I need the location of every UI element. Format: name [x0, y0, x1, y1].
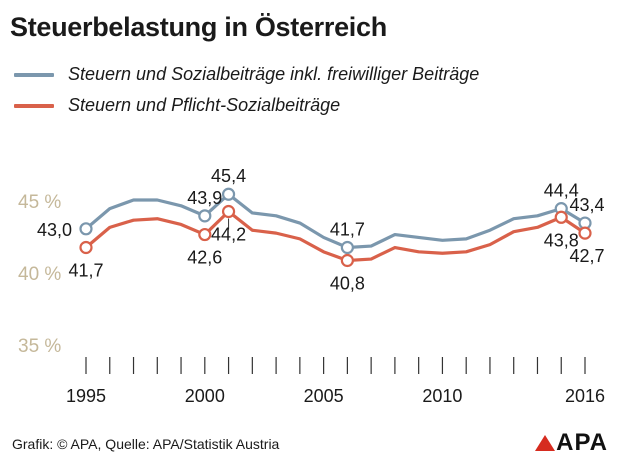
data-point-marker	[554, 210, 568, 224]
data-label: 45,4	[211, 166, 246, 186]
data-label: 43,0	[37, 220, 72, 240]
data-label: 41,7	[330, 220, 365, 240]
x-tick-label: 2016	[565, 386, 605, 406]
x-tick-label: 2005	[304, 386, 344, 406]
data-point-marker	[79, 240, 93, 255]
data-point-marker	[79, 222, 93, 236]
data-point-marker	[221, 204, 236, 219]
data-point-marker	[340, 253, 354, 268]
apa-logo: APA	[534, 429, 608, 457]
data-label: 42,6	[187, 248, 222, 268]
legend-item-voluntary: Steuern und Sozialbeiträge inkl. freiwil…	[14, 64, 479, 85]
chart-title: Steuerbelastung in Österreich	[10, 12, 387, 42]
data-label: 44,2	[211, 225, 246, 245]
data-label: 43,4	[569, 195, 604, 215]
series-line-voluntary	[84, 192, 587, 250]
data-point-marker	[340, 240, 354, 255]
data-label: 42,7	[569, 246, 604, 266]
data-label: 43,9	[187, 188, 222, 208]
series-line-mandatory	[84, 209, 587, 263]
legend-label-mandatory: Steuern und Pflicht-Sozialbeiträge	[68, 95, 341, 115]
y-tick-label: 45 %	[18, 192, 61, 213]
data-point-marker	[578, 226, 592, 240]
data-label: 41,7	[68, 261, 103, 281]
x-tick-label: 2000	[185, 386, 225, 406]
x-tick-label: 2010	[422, 386, 462, 406]
y-tick-label: 40 %	[18, 264, 61, 285]
data-point-marker	[198, 227, 212, 242]
data-label: 40,8	[330, 273, 365, 293]
apa-logo-triangle-icon	[535, 435, 556, 451]
data-label: 44,4	[544, 181, 579, 201]
y-tick-label: 35 %	[18, 336, 61, 357]
legend-swatch-voluntary	[14, 72, 54, 77]
legend-item-mandatory: Steuern und Pflicht-Sozialbeiträge	[14, 95, 340, 116]
data-label: 43,8	[544, 230, 579, 250]
x-tick-label: 1995	[66, 386, 106, 406]
legend-label-voluntary: Steuern und Sozialbeiträge inkl. freiwil…	[68, 64, 480, 84]
source-footer: Grafik: © APA, Quelle: APA/Statistik Aus…	[12, 436, 280, 452]
apa-logo-text: APA	[556, 429, 608, 456]
data-point-marker	[221, 187, 236, 201]
legend-swatch-mandatory	[14, 103, 54, 108]
data-point-marker	[198, 209, 212, 223]
